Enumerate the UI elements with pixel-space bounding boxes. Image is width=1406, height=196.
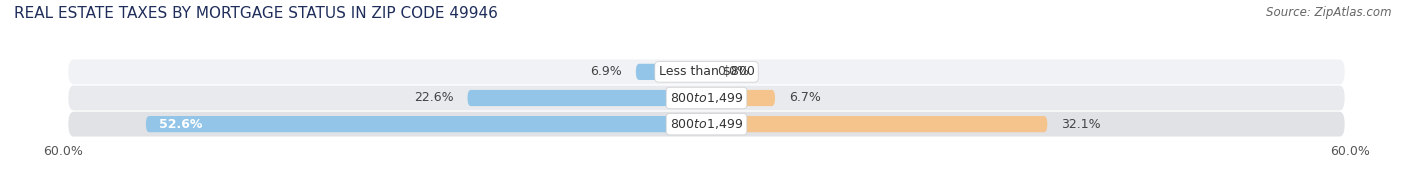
Text: 6.9%: 6.9% [591,65,621,78]
Text: 52.6%: 52.6% [159,118,202,131]
FancyBboxPatch shape [468,90,703,106]
FancyBboxPatch shape [69,112,1344,137]
FancyBboxPatch shape [710,90,775,106]
Text: Less than $800: Less than $800 [658,65,755,78]
Text: 0.0%: 0.0% [717,65,749,78]
Text: 32.1%: 32.1% [1062,118,1101,131]
Text: 22.6%: 22.6% [413,92,454,104]
FancyBboxPatch shape [636,64,703,80]
Text: $800 to $1,499: $800 to $1,499 [669,117,744,131]
Text: $800 to $1,499: $800 to $1,499 [669,91,744,105]
Text: REAL ESTATE TAXES BY MORTGAGE STATUS IN ZIP CODE 49946: REAL ESTATE TAXES BY MORTGAGE STATUS IN … [14,6,498,21]
FancyBboxPatch shape [146,116,703,132]
Text: Source: ZipAtlas.com: Source: ZipAtlas.com [1267,6,1392,19]
FancyBboxPatch shape [710,116,1047,132]
FancyBboxPatch shape [69,59,1344,84]
Text: 6.7%: 6.7% [789,92,821,104]
FancyBboxPatch shape [69,86,1344,110]
